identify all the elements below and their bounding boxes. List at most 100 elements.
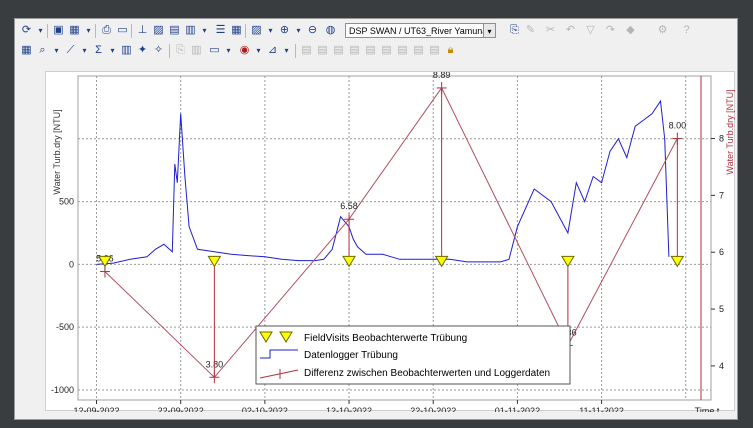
axis-icon[interactable]: ⊥ bbox=[137, 24, 148, 36]
chevron-down-icon[interactable]: ▾ bbox=[483, 23, 496, 38]
legend-label: FieldVisits Beobachterwerte Trübung bbox=[304, 333, 467, 344]
y-left-tick-label: 0 bbox=[69, 259, 74, 269]
layout-4-icon[interactable]: ▤ bbox=[349, 44, 360, 56]
difference-value-label: 6.58 bbox=[340, 201, 358, 211]
bar-chart-icon[interactable]: ▥ bbox=[121, 44, 132, 56]
globe-icon[interactable]: ◍ bbox=[325, 24, 336, 36]
difference-value-label: 8.89 bbox=[433, 72, 451, 80]
legend-icon[interactable]: ☰ bbox=[215, 24, 226, 36]
line-style-icon[interactable]: ⊿ bbox=[267, 44, 278, 56]
undo-icon[interactable]: ↶ bbox=[565, 24, 576, 36]
x-tick-label: 01-11-2022 bbox=[495, 406, 540, 412]
chart-type-icon[interactable]: ▥ bbox=[185, 24, 196, 36]
chart-window-icon[interactable]: ▦ bbox=[69, 24, 80, 36]
dropdown-arrow-icon[interactable]: ▾ bbox=[296, 25, 301, 35]
dropdown-arrow-icon[interactable]: ▾ bbox=[202, 25, 207, 35]
color-icon[interactable]: ◉ bbox=[239, 44, 250, 56]
library-icon[interactable]: ▥ bbox=[191, 44, 202, 56]
legend-box bbox=[255, 325, 571, 385]
clip-icon[interactable]: ⎘ bbox=[176, 44, 185, 56]
legend-difference-icon bbox=[259, 369, 299, 379]
dropdown-arrow-icon[interactable]: ▾ bbox=[226, 45, 231, 55]
dropdown-arrow-icon[interactable]: ▾ bbox=[82, 45, 87, 55]
difference-value-label: 8.00 bbox=[669, 121, 687, 131]
dropdown-arrow-icon[interactable]: ▾ bbox=[110, 45, 115, 55]
layout-2-icon[interactable]: ▤ bbox=[317, 44, 328, 56]
x-tick-label: 11-11-2022 bbox=[579, 406, 624, 412]
layout-9-icon[interactable]: ▤ bbox=[429, 44, 440, 56]
grid-icon[interactable]: ▤ bbox=[169, 24, 180, 36]
chart-options-icon[interactable]: ▦ bbox=[21, 44, 32, 56]
refresh-icon[interactable]: ⟳ bbox=[21, 24, 32, 36]
layout-8-icon[interactable]: ▤ bbox=[413, 44, 424, 56]
edit-icon[interactable]: ✎ bbox=[525, 24, 536, 36]
layout-3-icon[interactable]: ▤ bbox=[333, 44, 344, 56]
save-icon[interactable]: ▣ bbox=[53, 24, 64, 36]
x-tick-label: 12-10-2022 bbox=[326, 406, 372, 412]
field-visit-marker bbox=[207, 255, 222, 268]
y-left-axis-title: Water Turb.dry [NTU] bbox=[52, 109, 62, 194]
y-left-tick-label: -1000 bbox=[51, 385, 74, 395]
toolbar-secondary: ▦ ⌕ ▾ ⟋ ▾ Σ ▾ ▥ ✦ ✧ ⎘ ▥ ▭ ▾ ◉ ▾ ⊿ ▾ ▤ ▤ … bbox=[15, 41, 737, 61]
layout-7-icon[interactable]: ▤ bbox=[397, 44, 408, 56]
dropdown-arrow-icon[interactable]: ▾ bbox=[54, 45, 59, 55]
chart-view-icon[interactable]: ▨ bbox=[251, 24, 262, 36]
chart-svg[interactable]: 12-09-2022 22-09-2022 02-10-2022 12-10-2022… bbox=[46, 70, 736, 416]
dropdown-arrow-icon[interactable]: ▾ bbox=[268, 25, 273, 35]
image-icon[interactable]: ▨ bbox=[153, 24, 164, 36]
logger-series-line bbox=[96, 99, 670, 265]
chart-area[interactable]: 12-09-2022 22-09-2022 02-10-2022 12-10-2022… bbox=[45, 70, 736, 416]
table-icon[interactable]: ▦ bbox=[231, 24, 242, 36]
layout-1-icon[interactable]: ▤ bbox=[301, 44, 312, 56]
toolbar-separator bbox=[131, 24, 132, 38]
zoom-in-icon[interactable]: ⊕ bbox=[279, 24, 290, 36]
help-icon[interactable]: ? bbox=[683, 24, 690, 36]
x-tick-label: 02-10-2022 bbox=[242, 406, 288, 412]
trend-icon[interactable]: ⟋ bbox=[66, 44, 75, 56]
sum-icon[interactable]: Σ bbox=[95, 44, 102, 56]
settings-icon[interactable]: ⚙ bbox=[657, 24, 668, 36]
copy-icon[interactable]: ⎘ bbox=[510, 24, 519, 36]
toolbar-main: ⟳ ▾ ▣ ▦ ▾ ⎙ ▭ ⊥ ▨ ▤ ▥ ▾ ☰ ▦ ▨ ▾ ⊕ ▾ ⊖ ◍ … bbox=[15, 21, 737, 41]
lock-icon[interactable]: 🔒︎ bbox=[447, 44, 454, 56]
zoom-out-icon[interactable]: ⊖ bbox=[307, 24, 318, 36]
toolbar-separator bbox=[47, 24, 48, 38]
y-right-axis-title: Water Turb.dry [NTU] bbox=[725, 89, 735, 174]
y-right-tick-label: 8 bbox=[719, 134, 724, 144]
field-visit-marker bbox=[670, 255, 685, 268]
dropdown-arrow-icon[interactable]: ▾ bbox=[86, 25, 91, 35]
search-icon[interactable]: ⌕ bbox=[39, 44, 46, 56]
print-preview-icon[interactable]: ▭ bbox=[117, 24, 128, 36]
dropdown-arrow-icon[interactable]: ▾ bbox=[256, 45, 261, 55]
y-right-tick-label: 5 bbox=[719, 304, 724, 314]
filter-icon[interactable]: ▽ bbox=[586, 24, 595, 36]
marker-icon[interactable]: ◆ bbox=[626, 24, 635, 36]
export-icon[interactable]: ▭ bbox=[209, 44, 220, 56]
pin-icon[interactable]: ✦ bbox=[137, 44, 148, 56]
y-left-tick-label: 500 bbox=[59, 197, 74, 207]
toolbar-separator bbox=[95, 24, 96, 38]
toolbar-separator bbox=[295, 44, 296, 58]
legend-label: Datenlogger Trübung bbox=[304, 350, 398, 361]
legend-fieldvisit-icon bbox=[279, 331, 293, 343]
toolbar-separator bbox=[169, 44, 170, 58]
x-axis-label: Time t bbox=[695, 406, 720, 412]
legend-fieldvisit-icon bbox=[259, 331, 273, 343]
layout-5-icon[interactable]: ▤ bbox=[365, 44, 376, 56]
legend-logger-icon bbox=[260, 349, 298, 359]
dataset-select[interactable]: DSP SWAN / UT63_River Yamuna, Ue bbox=[345, 23, 485, 38]
y-left-tick-label: -500 bbox=[56, 322, 74, 332]
dropdown-arrow-icon[interactable]: ▾ bbox=[284, 45, 289, 55]
pin-add-icon[interactable]: ✧ bbox=[153, 44, 164, 56]
dropdown-arrow-icon[interactable]: ▾ bbox=[38, 25, 43, 35]
difference-series-line bbox=[104, 86, 678, 379]
field-visit-marker bbox=[561, 255, 575, 268]
toolbar-separator bbox=[245, 24, 246, 38]
layout-6-icon[interactable]: ▤ bbox=[381, 44, 392, 56]
redo-icon[interactable]: ↷ bbox=[605, 24, 616, 36]
field-visit-marker bbox=[342, 255, 356, 268]
print-icon[interactable]: ⎙ bbox=[102, 24, 111, 36]
x-tick-label: 12-09-2022 bbox=[73, 406, 119, 412]
cut-icon[interactable]: ✂ bbox=[545, 24, 556, 36]
y-right-tick-label: 7 bbox=[719, 190, 724, 200]
